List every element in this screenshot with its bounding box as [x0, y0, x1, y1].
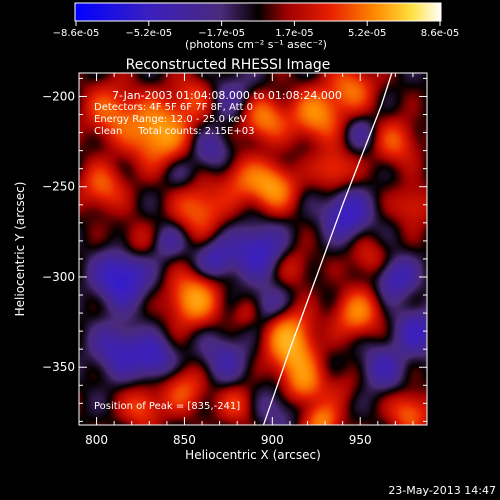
x-axis-label: Heliocentric X (arcsec) [185, 448, 321, 462]
colorbar-tick-label: 5.2e-05 [348, 28, 386, 39]
colorbar-tick-label: −1.7e-05 [198, 28, 245, 39]
y-tick-label: −200 [42, 89, 75, 103]
annotation-time-range: 7-Jan-2003 01:04:08.000 to 01:08:24.000 [112, 89, 342, 102]
annotation-energy-range: Energy Range: 12.0 - 25.0 keV [94, 114, 247, 125]
colorbar-tick-label: −8.6e-05 [53, 28, 100, 39]
y-tick-label: −250 [42, 180, 75, 194]
y-tick-label: −350 [42, 360, 75, 374]
colorbar-unit-label: (photons cm⁻² s⁻¹ asec⁻²) [185, 38, 327, 51]
plot-frame [78, 72, 428, 426]
footer-date: 23-May-2013 14:47 [388, 484, 496, 497]
chart-title: Reconstructed RHESSI Image [126, 57, 331, 73]
x-tick-label: 950 [349, 433, 372, 447]
colorbar-gradient [74, 2, 442, 22]
colorbar-tick-label: −5.2e-05 [125, 28, 172, 39]
solar-limb-curve [262, 73, 393, 425]
y-axis-label: Heliocentric Y (arcsec) [13, 182, 27, 317]
colorbar-tick-label: 8.6e-05 [421, 28, 459, 39]
x-tick-label: 800 [85, 433, 108, 447]
annotation-clean-counts: Clean Total counts: 2.15E+03 [94, 126, 254, 137]
x-tick-label: 900 [261, 433, 284, 447]
heatmap-image [79, 73, 427, 425]
annotation-detectors: Detectors: 4F 5F 6F 7F 8F, Att 0 [94, 102, 253, 113]
y-tick-label: −300 [42, 270, 75, 284]
x-tick-label: 850 [173, 433, 196, 447]
colorbar: −8.6e-05 −5.2e-05 −1.7e-05 1.7e-05 5.2e-05 8.… [53, 2, 459, 51]
peak-position-label: Position of Peak = [835,-241] [94, 401, 240, 412]
colorbar-tick-label: 1.7e-05 [275, 28, 313, 39]
